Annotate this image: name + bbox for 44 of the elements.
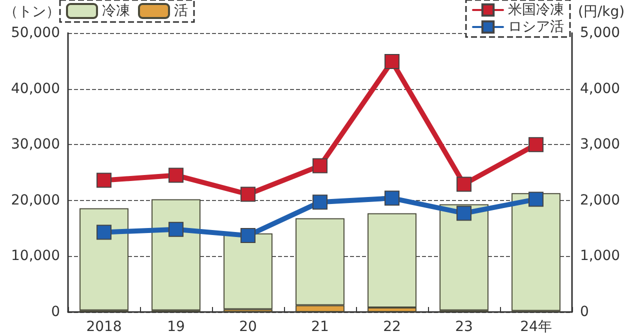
x-tick-label: 23 xyxy=(455,319,473,335)
bar xyxy=(80,208,128,310)
point xyxy=(240,186,256,202)
y-axis-title: （トン） xyxy=(4,4,60,20)
y-tick-label: 20,000 xyxy=(11,192,60,208)
x-tick-label: 20 xyxy=(239,319,257,335)
point xyxy=(456,176,472,192)
x-tick-label: 2018 xyxy=(86,319,122,335)
y2-tick-label: 3,000 xyxy=(580,136,620,153)
point xyxy=(312,194,328,210)
y2-axis-title: (円/kg) xyxy=(578,4,625,20)
bar xyxy=(368,213,416,308)
point xyxy=(96,172,112,188)
point xyxy=(528,137,544,152)
y2-tick-label: 2,000 xyxy=(580,192,620,208)
point xyxy=(96,224,112,240)
y2-tick-label: 0 xyxy=(580,304,589,320)
legend-label: 冷凍 xyxy=(102,3,130,19)
point xyxy=(168,222,184,237)
legend-label: ロシア活 xyxy=(508,19,564,35)
point xyxy=(384,54,400,69)
y-tick-label: 10,000 xyxy=(11,248,60,264)
x-tick-label: 21 xyxy=(311,319,329,335)
point xyxy=(528,192,544,207)
y-tick-label: 50,000 xyxy=(11,25,60,41)
bar xyxy=(512,193,560,311)
legend-label: 米国冷凍 xyxy=(508,2,564,18)
point xyxy=(240,228,256,244)
legend-label: 活 xyxy=(174,3,188,19)
point xyxy=(312,158,328,174)
bar xyxy=(152,199,200,310)
y-tick-label: 40,000 xyxy=(11,80,60,97)
bar xyxy=(440,204,488,310)
y2-tick-label: 1,000 xyxy=(580,248,620,264)
point xyxy=(384,190,400,206)
point xyxy=(168,168,184,183)
x-tick-label: 24年 xyxy=(520,319,552,335)
x-tick-label: 19 xyxy=(167,319,185,335)
y-tick-label: 30,000 xyxy=(11,136,60,153)
y2-tick-label: 5,000 xyxy=(580,25,620,41)
point xyxy=(456,206,472,221)
y2-tick-label: 4,000 xyxy=(580,80,620,97)
x-tick-label: 22 xyxy=(383,319,401,335)
y-tick-label: 0 xyxy=(51,304,60,320)
